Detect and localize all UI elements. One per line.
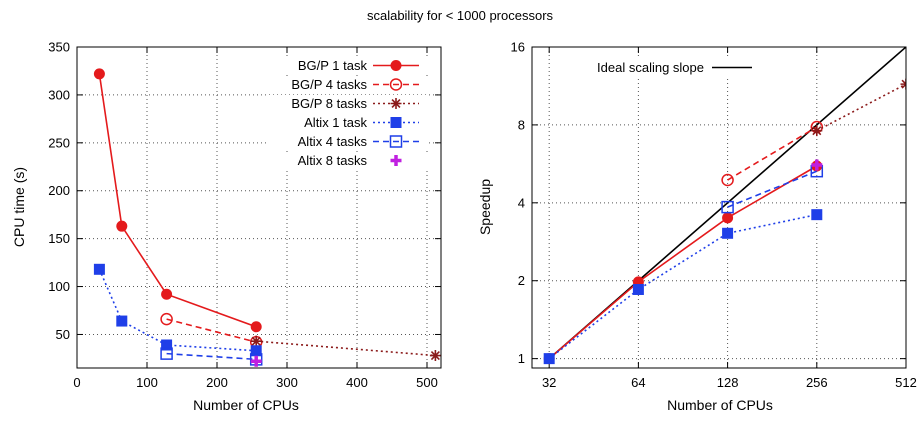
right-series-altix-1-task bbox=[543, 209, 823, 365]
left-point-bg-p-1-task bbox=[93, 68, 105, 80]
left-legend-marker bbox=[390, 60, 402, 71]
left-y-tick-label: 350 bbox=[48, 40, 70, 55]
right-x-tick-label: 256 bbox=[806, 375, 828, 390]
figure-title: scalability for < 1000 processors bbox=[367, 8, 554, 23]
left-line-altix-4-tasks bbox=[166, 352, 257, 361]
left-point-altix-8-tasks bbox=[250, 355, 262, 367]
right-y-tick-label: 16 bbox=[511, 40, 525, 55]
left-x-tick-label: 400 bbox=[346, 375, 368, 390]
left-series-altix-1-task bbox=[93, 263, 262, 357]
right-grid bbox=[532, 47, 906, 368]
left-ticks: 0 100 200 300 400 500 50 100 150 200 250 300 350 bbox=[48, 40, 441, 390]
left-point-bg-p-1-task bbox=[161, 288, 173, 300]
left-series-bg-p-1-task bbox=[93, 68, 262, 333]
left-point-bg-p-1-task bbox=[250, 321, 262, 333]
left-y-tick-label: 200 bbox=[48, 183, 70, 198]
right-x-tick-label: 128 bbox=[717, 375, 739, 390]
left-line-altix-1-task bbox=[98, 268, 257, 352]
right-series-bg-p-8-tasks bbox=[811, 78, 906, 137]
right-line-bg-p-4-tasks bbox=[727, 126, 818, 181]
left-legend-label: Altix 4 tasks bbox=[298, 134, 368, 149]
left-legend-marker bbox=[390, 117, 402, 128]
left-legend-marker bbox=[390, 155, 402, 166]
right-point-altix-8-tasks bbox=[811, 159, 823, 171]
left-x-axis-label: Number of CPUs bbox=[193, 397, 299, 413]
right-point-altix-1-task bbox=[811, 209, 823, 221]
right-line-bg-p-8-tasks bbox=[816, 83, 906, 132]
left-legend: BG/P 1 task BG/P 4 tasks BG/P 8 tasks Altix… bbox=[268, 57, 428, 170]
right-y-tick-label: 2 bbox=[518, 273, 525, 288]
right-point-altix-1-task bbox=[722, 227, 734, 239]
left-legend-label: Altix 8 tasks bbox=[298, 153, 368, 168]
right-plot-area bbox=[543, 47, 906, 365]
left-x-tick-label: 0 bbox=[73, 375, 80, 390]
left-point-altix-1-task bbox=[116, 315, 128, 327]
left-legend-marker bbox=[390, 98, 402, 109]
right-series-bg-p-4-tasks bbox=[721, 120, 824, 187]
right-x-tick-label: 512 bbox=[895, 375, 917, 390]
right-line-altix-1-task bbox=[548, 213, 817, 360]
left-y-tick-label: 250 bbox=[48, 135, 70, 150]
left-y-tick-label: 150 bbox=[48, 231, 70, 246]
left-line-bg-p-4-tasks bbox=[166, 318, 257, 343]
left-grid bbox=[77, 47, 441, 368]
right-x-tick-label: 64 bbox=[631, 375, 645, 390]
right-ticks: 32 64 128 256 512 1 2 4 8 16 bbox=[511, 40, 917, 391]
right-legend-label: Ideal scaling slope bbox=[597, 60, 704, 75]
left-series-altix-8-tasks bbox=[250, 355, 262, 367]
left-point-bg-p-4-tasks bbox=[160, 312, 173, 326]
right-x-axis-label: Number of CPUs bbox=[667, 397, 773, 413]
right-line-bg-p-1-task bbox=[548, 165, 818, 360]
left-legend-label: BG/P 8 tasks bbox=[291, 96, 367, 111]
right-y-axis-label: Speedup bbox=[477, 179, 493, 235]
right-frame bbox=[531, 46, 907, 369]
left-legend-label: BG/P 1 task bbox=[298, 58, 368, 73]
right-point-bg-p-8-tasks bbox=[811, 125, 823, 137]
right-y-tick-label: 4 bbox=[518, 195, 525, 210]
left-x-tick-label: 200 bbox=[206, 375, 228, 390]
right-line-altix-4-tasks bbox=[727, 170, 818, 208]
left-series-altix-4-tasks bbox=[160, 347, 263, 366]
right-point-altix-1-task bbox=[632, 283, 644, 295]
left-point-altix-4-tasks bbox=[160, 347, 173, 360]
right-y-tick-label: 8 bbox=[518, 117, 525, 132]
left-series-bg-p-4-tasks bbox=[160, 312, 263, 349]
right-series-altix-8-tasks bbox=[811, 159, 823, 171]
left-x-tick-label: 100 bbox=[136, 375, 158, 390]
left-y-tick-label: 300 bbox=[48, 87, 70, 102]
left-point-altix-1-task bbox=[93, 263, 105, 275]
left-legend-marker bbox=[389, 78, 403, 91]
left-line-bg-p-8-tasks bbox=[256, 340, 436, 357]
right-y-tick-label: 1 bbox=[518, 351, 525, 366]
left-x-tick-label: 500 bbox=[416, 375, 438, 390]
left-legend-label: Altix 1 task bbox=[304, 115, 367, 130]
right-legend: Ideal scaling slope bbox=[555, 59, 757, 77]
left-point-bg-p-1-task bbox=[116, 220, 128, 232]
left-point-altix-1-task bbox=[161, 339, 173, 351]
right-point-altix-1-task bbox=[543, 353, 555, 365]
cpu-time-chart: 0 100 200 300 400 500 50 100 150 200 250 300 350 BG/P… bbox=[48, 40, 442, 390]
left-x-tick-label: 300 bbox=[276, 375, 298, 390]
right-series-altix-4-tasks bbox=[721, 164, 824, 214]
left-frame bbox=[76, 46, 442, 369]
speedup-chart: 32 64 128 256 512 1 2 4 8 16 Ideal scaling slope bbox=[511, 40, 917, 391]
left-y-tick-label: 50 bbox=[56, 327, 70, 342]
left-legend-label: BG/P 4 tasks bbox=[291, 77, 367, 92]
left-y-axis-label: CPU time (s) bbox=[11, 167, 27, 247]
left-plot-area bbox=[93, 68, 441, 367]
left-y-tick-label: 100 bbox=[48, 279, 70, 294]
right-x-tick-label: 32 bbox=[542, 375, 556, 390]
left-series-bg-p-8-tasks bbox=[250, 335, 441, 362]
right-point-altix-4-tasks bbox=[721, 200, 734, 214]
right-point-bg-p-4-tasks bbox=[721, 173, 734, 187]
left-point-bg-p-8-tasks bbox=[429, 350, 441, 362]
right-point-bg-p-1-task bbox=[722, 212, 734, 224]
left-point-altix-1-task bbox=[250, 345, 262, 357]
left-legend-marker bbox=[389, 135, 403, 148]
left-line-bg-p-1-task bbox=[98, 73, 257, 328]
left-point-bg-p-8-tasks bbox=[250, 335, 262, 347]
